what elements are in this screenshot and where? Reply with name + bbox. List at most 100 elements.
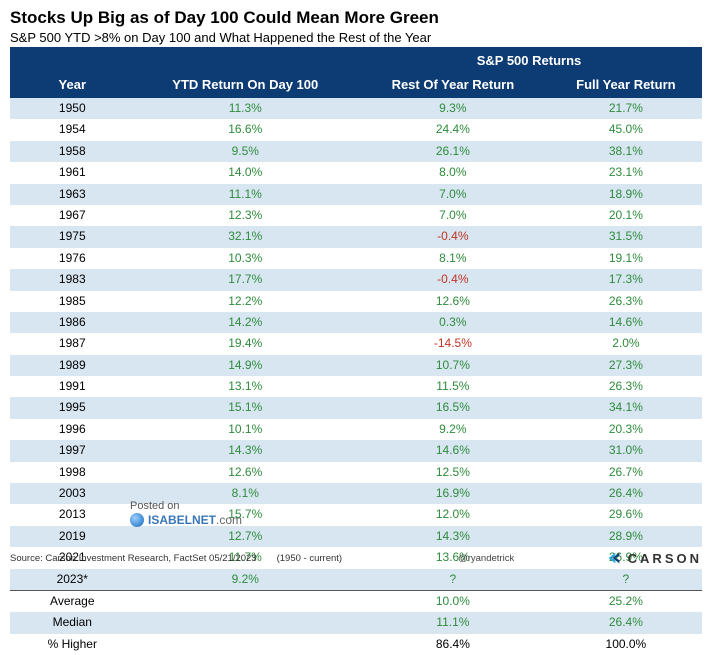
summary-row: Median 11.1%26.4% xyxy=(10,612,702,633)
cell-rest: 11.1% xyxy=(356,612,550,633)
cell-ytd: 14.9% xyxy=(135,355,356,376)
cell-full: 2.0% xyxy=(550,333,702,354)
cell-year: 1958 xyxy=(10,141,135,162)
table-row: 196311.1%7.0%18.9% xyxy=(10,184,702,205)
cell-label: Median xyxy=(10,612,135,633)
table-row: 196114.0%8.0%23.1% xyxy=(10,162,702,183)
table-header: S&P 500 Returns Year YTD Return On Day 1… xyxy=(10,47,702,98)
cell-year: 1989 xyxy=(10,355,135,376)
cell-year: 1983 xyxy=(10,269,135,290)
cell-ytd: 10.1% xyxy=(135,419,356,440)
cell-full: 19.1% xyxy=(550,248,702,269)
cell-rest: -0.4% xyxy=(356,269,550,290)
table-row: 199515.1%16.5%34.1% xyxy=(10,397,702,418)
cell-ytd xyxy=(135,634,356,655)
cell-full: 34.1% xyxy=(550,397,702,418)
cell-ytd: 11.1% xyxy=(135,184,356,205)
cell-label: Average xyxy=(10,590,135,612)
cell-full: 31.5% xyxy=(550,226,702,247)
cell-rest: 7.0% xyxy=(356,184,550,205)
table-row: 197610.3%8.1%19.1% xyxy=(10,248,702,269)
table-row: 197532.1%-0.4%31.5% xyxy=(10,226,702,247)
footer-source: Source: Carson Investment Research, Fact… xyxy=(10,553,257,564)
table-row: 199610.1%9.2%20.3% xyxy=(10,419,702,440)
cell-ytd: 14.3% xyxy=(135,440,356,461)
cell-rest: 10.0% xyxy=(356,590,550,612)
cell-rest: 24.4% xyxy=(356,119,550,140)
cell-full: 29.6% xyxy=(550,504,702,525)
cell-ytd: 16.6% xyxy=(135,119,356,140)
cell-rest: 12.6% xyxy=(356,291,550,312)
cell-label: % Higher xyxy=(10,634,135,655)
cell-ytd: 19.4% xyxy=(135,333,356,354)
cell-year: 1985 xyxy=(10,291,135,312)
cell-year: 1961 xyxy=(10,162,135,183)
cell-full: 26.3% xyxy=(550,376,702,397)
cell-year: 1950 xyxy=(10,98,135,119)
carson-brand: CARSON xyxy=(606,550,702,566)
table-row: 199113.1%11.5%26.3% xyxy=(10,376,702,397)
cell-ytd xyxy=(135,612,356,633)
cell-full: 18.9% xyxy=(550,184,702,205)
cell-full: 27.3% xyxy=(550,355,702,376)
cell-ytd: 32.1% xyxy=(135,226,356,247)
cell-year: 2019 xyxy=(10,526,135,547)
cell-full: 45.0% xyxy=(550,119,702,140)
cell-full: 26.4% xyxy=(550,483,702,504)
table-row: 201315.7%12.0%29.6% xyxy=(10,504,702,525)
cell-full: 31.0% xyxy=(550,440,702,461)
footer-handle: @ryandetrick xyxy=(458,553,514,564)
cell-year: 1998 xyxy=(10,462,135,483)
cell-full: 26.4% xyxy=(550,612,702,633)
cell-ytd: 14.0% xyxy=(135,162,356,183)
cell-full: 14.6% xyxy=(550,312,702,333)
cell-rest: 86.4% xyxy=(356,634,550,655)
cell-year: 1987 xyxy=(10,333,135,354)
cell-ytd xyxy=(135,590,356,612)
cell-rest: 14.6% xyxy=(356,440,550,461)
cell-ytd: 17.7% xyxy=(135,269,356,290)
cell-year: 1986 xyxy=(10,312,135,333)
cell-full: 26.3% xyxy=(550,291,702,312)
globe-icon xyxy=(130,513,144,527)
cell-ytd: 12.6% xyxy=(135,462,356,483)
table-row: 199812.6%12.5%26.7% xyxy=(10,462,702,483)
cell-year: 1967 xyxy=(10,205,135,226)
chart-subtitle: S&P 500 YTD >8% on Day 100 and What Happ… xyxy=(10,30,702,45)
cell-rest: 26.1% xyxy=(356,141,550,162)
header-group: S&P 500 Returns xyxy=(356,50,702,71)
cell-rest: 8.0% xyxy=(356,162,550,183)
cell-rest: 14.3% xyxy=(356,526,550,547)
table-row: 20038.1%16.9%26.4% xyxy=(10,483,702,504)
cell-rest: 10.7% xyxy=(356,355,550,376)
cell-ytd: 10.3% xyxy=(135,248,356,269)
cell-full: 38.1% xyxy=(550,141,702,162)
header-full: Full Year Return xyxy=(550,71,702,98)
footer-range: (1950 - current) xyxy=(277,553,342,564)
cell-year: 1976 xyxy=(10,248,135,269)
cell-year: 2003 xyxy=(10,483,135,504)
cell-full: 17.3% xyxy=(550,269,702,290)
table-body: 195011.3%9.3%21.7%195416.6%24.4%45.0%195… xyxy=(10,98,702,655)
chart-title: Stocks Up Big as of Day 100 Could Mean M… xyxy=(10,8,702,28)
cell-full: 20.3% xyxy=(550,419,702,440)
footer: Source: Carson Investment Research, Fact… xyxy=(10,550,702,566)
table-row: 196712.3%7.0%20.1% xyxy=(10,205,702,226)
cell-rest: 0.3% xyxy=(356,312,550,333)
table-row: 198614.2%0.3%14.6% xyxy=(10,312,702,333)
cell-rest: 7.0% xyxy=(356,205,550,226)
cell-full: 25.2% xyxy=(550,590,702,612)
cell-year: 1997 xyxy=(10,440,135,461)
header-rest: Rest Of Year Return xyxy=(356,71,550,98)
cell-year: 1963 xyxy=(10,184,135,205)
cell-rest: 8.1% xyxy=(356,248,550,269)
cell-ytd: 9.5% xyxy=(135,141,356,162)
cell-ytd: 12.2% xyxy=(135,291,356,312)
cell-full: 21.7% xyxy=(550,98,702,119)
table-row: 198914.9%10.7%27.3% xyxy=(10,355,702,376)
cell-year: 1995 xyxy=(10,397,135,418)
posted-on-watermark: Posted on ISABELNET.com xyxy=(130,500,242,532)
cell-ytd: 11.3% xyxy=(135,98,356,119)
cell-rest: 9.3% xyxy=(356,98,550,119)
cell-rest: 12.0% xyxy=(356,504,550,525)
